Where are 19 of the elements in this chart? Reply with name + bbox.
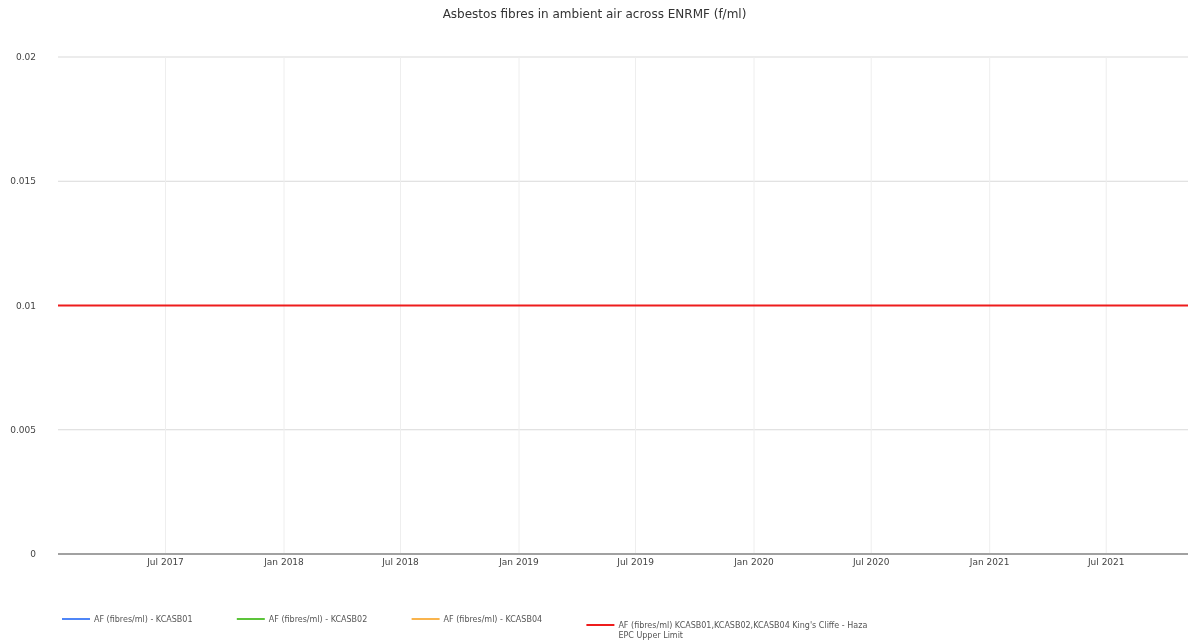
x-tick-label: Jul 2018 bbox=[381, 557, 420, 567]
x-tick-label: Jan 2020 bbox=[733, 557, 775, 567]
x-tick-label: Jan 2021 bbox=[968, 557, 1010, 567]
y-tick-label: 0.01 bbox=[15, 300, 36, 311]
y-tick-label: 0 bbox=[30, 549, 37, 559]
x-tick-label: Jan 2018 bbox=[263, 557, 305, 567]
x-tick-label: Jul 2020 bbox=[851, 557, 890, 567]
chart-title: Asbestos fibres in ambient air across ENRMF (f/ml) bbox=[442, 7, 747, 21]
legend-label: AF (fibres/ml) KCASB01,KCASB02,KCASB04 King's Cliffe - Haza EPC Upper Limit bbox=[618, 621, 868, 640]
x-tick-label: Jul 2017 bbox=[146, 557, 184, 567]
legend-label: AF (fibres/ml) - KCASB02 bbox=[268, 615, 368, 624]
y-tick-label: 0.02 bbox=[15, 52, 36, 62]
legend-label: AF (fibres/ml) - KCASB04 bbox=[443, 615, 543, 624]
y-tick-label: 0.005 bbox=[10, 424, 36, 435]
x-tick-label: Jul 2021 bbox=[1086, 557, 1125, 567]
legend-label: AF (fibres/ml) - KCASB01 bbox=[94, 615, 193, 624]
x-tick-label: Jul 2019 bbox=[616, 557, 655, 567]
x-tick-label: Jan 2019 bbox=[498, 557, 540, 567]
y-tick-label: 0.015 bbox=[10, 176, 36, 187]
